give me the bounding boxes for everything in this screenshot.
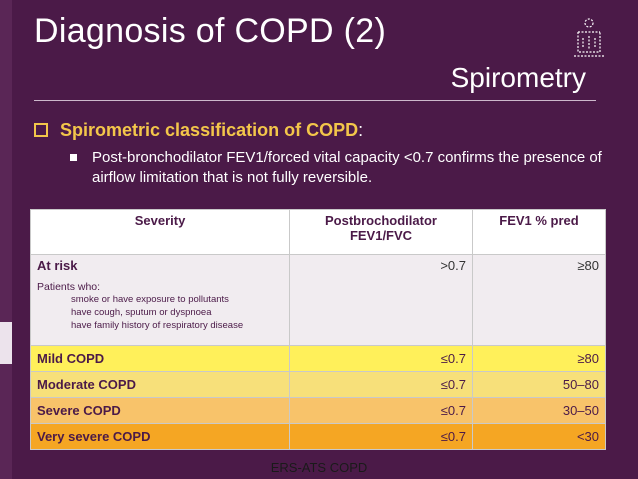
- risk-item: have family history of respiratory disea…: [71, 320, 244, 331]
- fev1-cell: 30–50: [472, 397, 606, 424]
- ratio-cell: ≤0.7: [289, 371, 473, 398]
- header-fev1-pred: FEV1 % pred: [472, 209, 606, 255]
- left-band-highlight: [0, 322, 12, 364]
- at-risk-ratio: >0.7: [289, 254, 473, 346]
- ratio-cell: ≤0.7: [289, 397, 473, 424]
- at-risk-cell: At risk Patients who: smoke or have expo…: [30, 254, 290, 346]
- bullet-square-icon: [34, 123, 48, 137]
- severity-cell: Mild COPD: [30, 345, 290, 372]
- bullet-level2: Post-bronchodilator FEV1/forced vital ca…: [70, 148, 610, 188]
- header-fev1-fvc: Postbrochodilator FEV1/FVC: [289, 209, 473, 255]
- table-row-very-severe: Very severe COPD ≤0.7 <30: [30, 423, 606, 450]
- ratio-cell: ≤0.7: [289, 345, 473, 372]
- fev1-cell: 50–80: [472, 371, 606, 398]
- table-row-at-risk: At risk Patients who: smoke or have expo…: [30, 254, 606, 346]
- severity-cell: Severe COPD: [30, 397, 290, 424]
- risk-item: smoke or have exposure to pollutants: [71, 294, 229, 305]
- table-row-mild: Mild COPD ≤0.7 ≥80: [30, 345, 606, 372]
- slide-footer: ERS-ATS COPD: [270, 460, 368, 475]
- severity-cell: Very severe COPD: [30, 423, 290, 450]
- copd-classification-table: Severity Postbrochodilator FEV1/FVC FEV1…: [30, 209, 606, 450]
- slide-subtitle: Spirometry: [450, 62, 586, 93]
- ratio-cell: ≤0.7: [289, 423, 473, 450]
- table-header-row: Severity Postbrochodilator FEV1/FVC FEV1…: [30, 209, 606, 255]
- severity-cell: Moderate COPD: [30, 371, 290, 398]
- table-row-severe: Severe COPD ≤0.7 30–50: [30, 397, 606, 424]
- bullet-level2-text: Post-bronchodilator FEV1/forced vital ca…: [92, 149, 602, 186]
- table-row-moderate: Moderate COPD ≤0.7 50–80: [30, 371, 606, 398]
- slide-title: Diagnosis of COPD (2): [34, 12, 387, 50]
- at-risk-fev1: ≥80: [472, 254, 606, 346]
- bullet-level1-text: Spirometric classification of COPD: [60, 120, 359, 140]
- left-accent-band: [0, 0, 12, 479]
- header-severity: Severity: [30, 209, 290, 255]
- bullet-level1-colon: :: [358, 120, 364, 140]
- patients-who-label: Patients who:: [37, 281, 101, 293]
- institution-logo: [574, 18, 604, 57]
- bullet-filled-square-icon: [70, 154, 77, 161]
- fev1-cell: ≥80: [472, 345, 606, 372]
- title-divider: [34, 100, 596, 101]
- fev1-cell: <30: [472, 423, 606, 450]
- risk-item: have cough, sputum or dyspnoea: [71, 307, 212, 318]
- at-risk-label: At risk: [37, 258, 78, 273]
